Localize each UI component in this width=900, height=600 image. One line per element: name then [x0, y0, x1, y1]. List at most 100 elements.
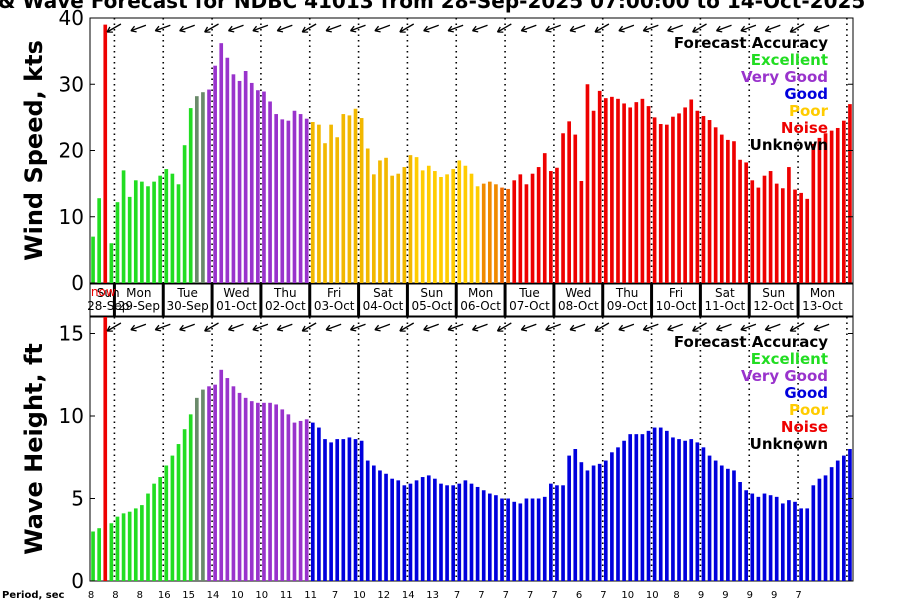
data-bar [817, 137, 822, 283]
period-axis-label: Period, sec [2, 590, 65, 600]
day-name: Fri [669, 286, 683, 300]
arrow-shaft [521, 323, 537, 331]
period-value: 12 [377, 590, 390, 600]
arrow-head [227, 324, 235, 332]
day-name: Sat [715, 286, 735, 300]
day-date: 05-Oct [411, 299, 452, 313]
arrow-head [227, 25, 235, 33]
data-bar [121, 513, 126, 581]
arrow-shaft [569, 323, 586, 331]
arrow-head [325, 25, 332, 33]
data-bar [500, 187, 504, 283]
data-bar [634, 102, 639, 283]
direction-arrow [789, 23, 805, 33]
day-name: Thu [615, 286, 639, 300]
data-bar [524, 498, 529, 581]
data-bar [256, 402, 260, 581]
day-date: 01-Oct [216, 299, 257, 313]
data-bar [298, 420, 303, 581]
arrow-head [764, 25, 772, 33]
arrow-head [789, 325, 797, 332]
arrow-shaft [399, 322, 415, 332]
data-bar [207, 386, 211, 581]
arrow-shaft [497, 23, 512, 33]
arrow-head [130, 324, 137, 332]
arrow-shaft [716, 323, 732, 331]
arrow-shaft [228, 24, 244, 32]
arrow-shaft [325, 323, 342, 331]
data-bar [262, 402, 266, 581]
arrow-shaft [545, 24, 561, 32]
data-bar [420, 170, 425, 284]
data-bar [127, 196, 132, 284]
direction-arrow [276, 24, 293, 33]
data-bar [512, 501, 517, 581]
day-name: Wed [223, 286, 249, 300]
arrow-head [789, 26, 797, 33]
data-bar [677, 113, 681, 284]
period-value: 16 [158, 590, 171, 600]
direction-arrow [423, 24, 439, 33]
data-bar [262, 91, 266, 283]
data-bar [378, 160, 382, 283]
arrow-shaft [472, 323, 488, 331]
data-bar [225, 378, 230, 581]
period-value: 8 [673, 590, 679, 600]
data-bar [628, 434, 633, 581]
y-tick-label: 0 [71, 569, 84, 593]
data-bar [829, 130, 834, 284]
arrow-shaft [301, 322, 317, 332]
direction-arrow [276, 323, 293, 332]
data-bar [396, 480, 401, 581]
now-label: now [91, 285, 116, 299]
arrow-shaft [252, 323, 269, 331]
data-bar [219, 369, 224, 581]
data-bar [726, 139, 730, 283]
arrow-head [399, 325, 406, 332]
data-bar [542, 153, 547, 283]
period-value: 9 [698, 590, 704, 600]
direction-arrow [496, 322, 512, 332]
data-bar [487, 181, 492, 283]
legend-item: Unknown [750, 435, 828, 453]
arrow-head [447, 25, 454, 33]
data-bar [701, 447, 706, 581]
arrow-shaft [643, 24, 659, 32]
arrow-shaft [618, 323, 635, 331]
arrow-head [252, 25, 259, 33]
data-bar [219, 43, 224, 283]
day-name: Fri [327, 286, 341, 300]
direction-arrow [618, 24, 635, 33]
arrow-head [594, 26, 601, 33]
arrow-head [106, 325, 113, 332]
arrow-shaft [789, 23, 805, 33]
data-bar [310, 422, 315, 581]
data-bar [530, 498, 535, 581]
arrow-head [301, 26, 309, 33]
period-value: 14 [402, 590, 415, 600]
arrow-shaft [594, 23, 610, 33]
data-bar [390, 175, 394, 283]
period-value: 10 [353, 590, 366, 600]
data-bar [677, 439, 681, 581]
data-bar [829, 467, 834, 581]
period-value: 11 [304, 590, 317, 600]
data-bar [610, 96, 614, 283]
arrow-shaft [521, 24, 537, 32]
day-date: 02-Oct [265, 299, 306, 313]
data-bar [365, 460, 370, 581]
data-bar [561, 485, 565, 581]
data-bar [494, 495, 498, 581]
data-bar [140, 181, 144, 283]
direction-arrow [204, 322, 219, 332]
period-value: 7 [503, 590, 509, 600]
data-bar [628, 107, 633, 283]
data-bar [329, 124, 333, 283]
data-bar [780, 188, 785, 283]
data-bar [835, 460, 840, 581]
data-bar [353, 439, 358, 581]
direction-arrow [325, 323, 342, 332]
data-bar [286, 414, 291, 581]
day-date: 29-Sep [118, 299, 160, 313]
